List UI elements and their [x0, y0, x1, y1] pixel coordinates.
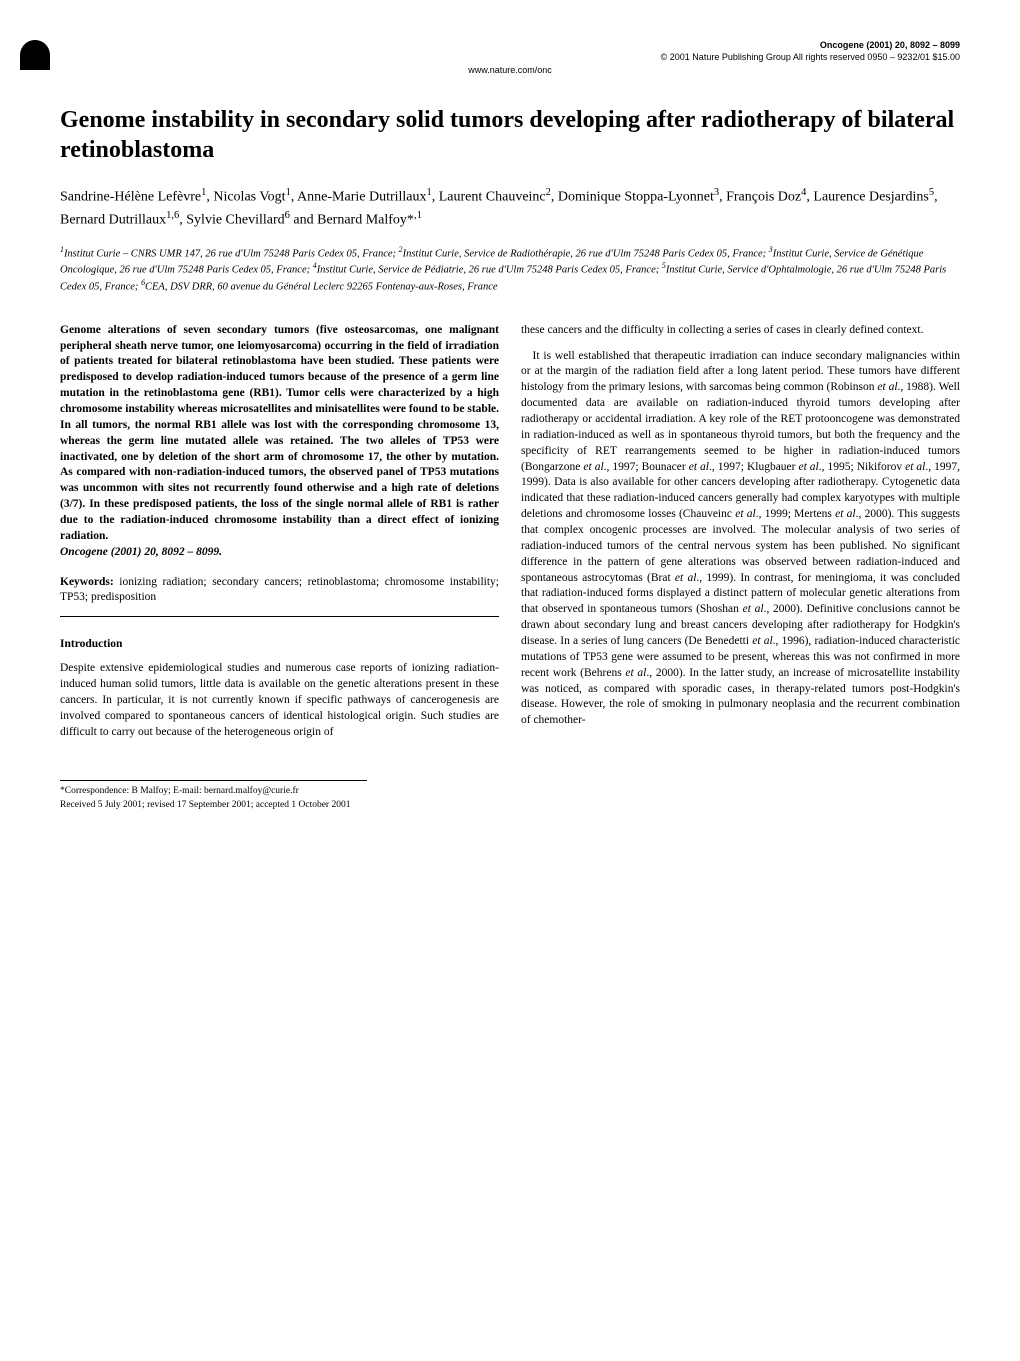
article-title: Genome instability in secondary solid tu… [60, 105, 960, 165]
intro-paragraph-1: Despite extensive epidemiological studie… [60, 661, 499, 740]
website-url: www.nature.com/onc [60, 65, 960, 75]
section-heading-introduction: Introduction [60, 637, 499, 653]
keywords-text: ionizing radiation; secondary cancers; r… [60, 576, 499, 604]
left-column: Genome alterations of seven secondary tu… [60, 323, 499, 812]
header-block: Oncogene (2001) 20, 8092 – 8099 © 2001 N… [60, 40, 960, 63]
two-column-body: Genome alterations of seven secondary tu… [60, 323, 960, 812]
right-paragraph-2: It is well established that therapeutic … [521, 349, 960, 730]
divider [60, 616, 499, 617]
keywords-block: Keywords: ionizing radiation; secondary … [60, 575, 499, 607]
correspondence-block: *Correspondence: B Malfoy; E-mail: berna… [60, 780, 367, 811]
affiliations: 1Institut Curie – CNRS UMR 147, 26 rue d… [60, 245, 960, 295]
journal-reference: Oncogene (2001) 20, 8092 – 8099 [820, 40, 960, 50]
author-list: Sandrine-Hélène Lefèvre1, Nicolas Vogt1,… [60, 185, 960, 230]
abstract-text: Genome alterations of seven secondary tu… [60, 324, 499, 542]
abstract-citation: Oncogene (2001) 20, 8092 – 8099. [60, 546, 222, 558]
right-column: these cancers and the difficulty in coll… [521, 323, 960, 812]
received-line: Received 5 July 2001; revised 17 Septemb… [60, 800, 350, 810]
correspondence-line: *Correspondence: B Malfoy; E-mail: berna… [60, 786, 299, 796]
abstract-body: Genome alterations of seven secondary tu… [60, 323, 499, 561]
right-paragraph-1: these cancers and the difficulty in coll… [521, 323, 960, 339]
publisher-logo [20, 40, 50, 70]
copyright-line: © 2001 Nature Publishing Group All right… [661, 52, 960, 62]
keywords-label: Keywords: [60, 576, 114, 588]
